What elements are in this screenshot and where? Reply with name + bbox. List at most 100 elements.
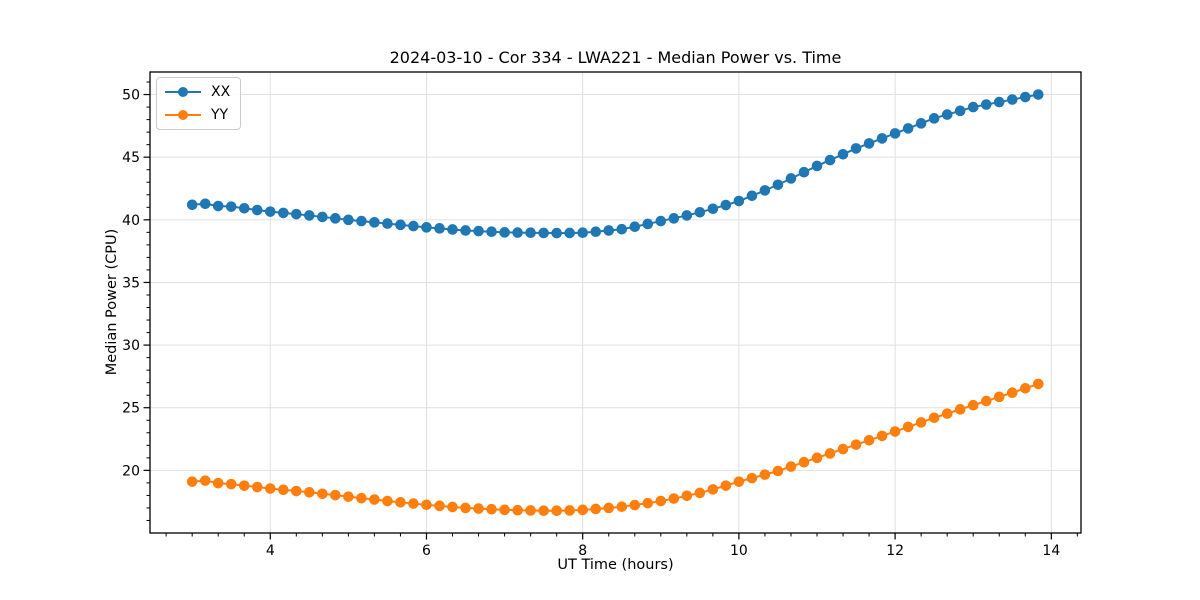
data-point-yy <box>889 426 901 437</box>
data-point-xx <box>941 109 953 120</box>
data-point-yy <box>251 481 263 493</box>
data-point-yy <box>772 465 784 477</box>
data-point-yy <box>577 504 588 516</box>
data-point-yy <box>876 430 888 442</box>
data-point-yy <box>512 504 523 516</box>
data-point-xx <box>837 149 849 160</box>
data-point-xx <box>720 199 732 211</box>
data-point-xx <box>824 154 836 166</box>
x-tick-label: 12 <box>886 543 904 559</box>
data-point-xx <box>225 201 237 212</box>
data-point-xx <box>395 219 406 231</box>
data-point-xx <box>746 190 758 202</box>
legend-item-xx: XX <box>165 82 230 102</box>
data-point-yy <box>186 476 198 487</box>
data-point-xx <box>681 210 693 221</box>
data-point-xx <box>590 226 602 238</box>
data-point-xx <box>668 213 680 224</box>
data-point-yy <box>525 505 536 516</box>
data-point-yy <box>681 490 693 502</box>
axes-spines <box>149 71 1082 534</box>
y-tick-label: 40 <box>122 213 140 229</box>
data-point-xx <box>486 226 497 238</box>
xx-line-marker-icon <box>165 87 201 97</box>
data-point-yy <box>798 456 810 468</box>
data-point-xx <box>264 206 276 217</box>
data-point-yy <box>928 412 940 424</box>
data-point-yy <box>811 452 823 464</box>
data-point-yy <box>967 399 979 411</box>
data-point-xx <box>525 227 536 239</box>
data-point-xx <box>317 211 328 223</box>
data-point-yy <box>603 502 615 514</box>
data-point-xx <box>434 223 445 234</box>
data-point-yy <box>408 498 419 509</box>
data-point-yy <box>1032 378 1044 390</box>
yy-dot-sample <box>178 110 188 120</box>
data-point-xx <box>993 96 1005 108</box>
data-point-yy <box>746 472 758 484</box>
data-point-yy <box>733 476 745 487</box>
data-point-yy <box>382 495 393 507</box>
yy-line-marker-icon <box>165 110 201 120</box>
data-point-xx <box>759 185 771 196</box>
data-point-xx <box>421 222 432 233</box>
data-point-yy <box>993 391 1005 403</box>
data-point-xx <box>694 207 706 218</box>
data-point-yy <box>395 497 406 508</box>
data-point-xx <box>290 208 302 220</box>
xx-dot-sample <box>178 87 188 97</box>
data-point-yy <box>616 501 628 512</box>
data-point-yy <box>460 502 471 514</box>
data-point-xx <box>733 195 745 207</box>
series-line-xx <box>192 93 1039 235</box>
x-tick-label: 14 <box>1042 543 1060 559</box>
data-point-yy <box>980 395 992 407</box>
data-point-xx <box>251 204 263 216</box>
data-point-yy <box>356 492 367 504</box>
data-point-xx <box>707 203 719 215</box>
data-point-xx <box>408 220 419 232</box>
data-point-yy <box>759 469 771 480</box>
data-point-xx <box>889 128 901 139</box>
data-point-xx <box>343 214 354 226</box>
data-point-xx <box>473 225 484 237</box>
y-tick-label: 20 <box>122 463 140 479</box>
data-point-yy <box>369 494 380 505</box>
data-point-yy <box>1020 383 1031 394</box>
data-point-xx <box>382 218 393 229</box>
data-point-yy <box>434 500 445 512</box>
data-point-xx <box>655 215 667 227</box>
data-point-xx <box>186 199 198 211</box>
data-point-xx <box>902 123 914 134</box>
data-point-xx <box>304 210 315 221</box>
data-point-yy <box>225 478 237 490</box>
y-tick-label: 30 <box>122 338 140 354</box>
data-point-xx <box>460 225 471 236</box>
data-point-yy <box>954 404 966 415</box>
data-point-yy <box>824 448 836 459</box>
data-point-xx <box>577 227 588 239</box>
data-point-xx <box>876 133 888 144</box>
data-point-yy <box>642 497 654 509</box>
data-point-yy <box>941 408 953 419</box>
data-point-xx <box>603 225 615 236</box>
x-axis-label: UT Time (hours) <box>557 557 674 573</box>
data-point-xx <box>863 138 875 149</box>
data-point-xx <box>447 224 458 235</box>
data-point-xx <box>1032 89 1044 100</box>
data-point-yy <box>317 488 328 500</box>
y-tick-label: 45 <box>122 150 140 166</box>
data-point-xx <box>954 105 966 117</box>
data-point-xx <box>811 160 823 172</box>
legend-label-yy: YY <box>211 107 229 123</box>
y-tick-label: 35 <box>122 275 140 291</box>
data-point-yy <box>343 491 354 502</box>
data-point-xx <box>1020 91 1031 103</box>
data-point-xx <box>278 207 289 219</box>
data-point-yy <box>629 499 641 511</box>
y-tick-label: 50 <box>122 88 140 104</box>
x-tick-label: 4 <box>266 543 275 559</box>
data-point-yy <box>278 484 289 496</box>
data-point-yy <box>551 505 562 517</box>
